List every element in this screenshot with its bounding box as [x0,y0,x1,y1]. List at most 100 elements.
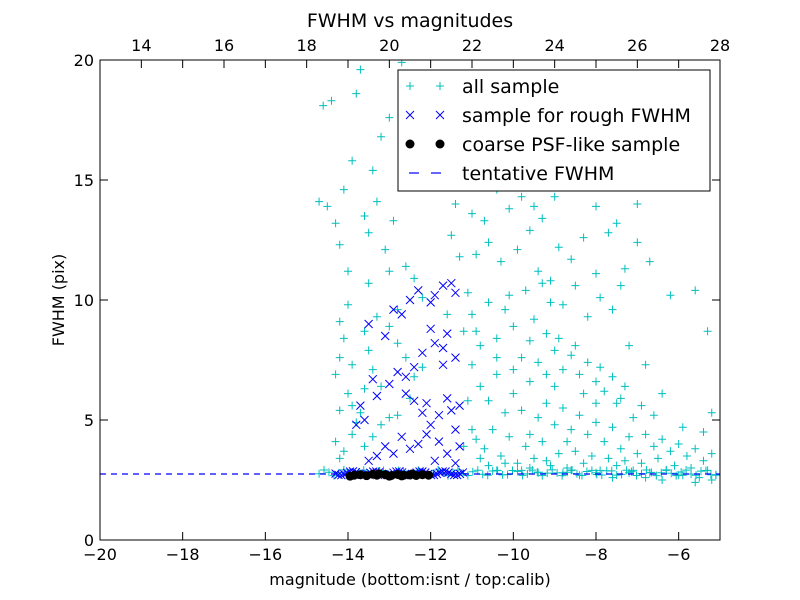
point-all-sample [513,467,522,476]
point-all-sample [505,204,514,213]
legend-box [397,69,711,192]
point-all-sample [463,288,472,297]
point-rough-sample [364,456,374,466]
point-psf-sample [384,471,394,481]
legend-label-rough-sample: sample for rough FWHM [462,105,691,127]
point-all-sample [554,243,563,252]
point-all-sample [468,360,476,369]
y-axis-left: 0 5 10 15 20 [74,51,720,550]
point-all-sample [691,478,700,487]
point-all-sample [534,358,543,367]
point-all-sample [641,360,650,369]
x-axis-bottom: −20 −18 −16 −14 −12 −10 −8 −6 [83,60,690,564]
point-all-sample [339,447,348,456]
point-rough-sample [452,470,462,480]
point-all-sample [468,209,476,218]
point-all-sample [509,365,518,374]
point-all-sample [476,454,485,463]
point-all-sample [616,394,625,403]
point-all-sample [377,420,386,429]
point-all-sample [344,389,352,398]
point-all-sample [658,389,667,398]
point-all-sample [389,216,398,225]
point-all-sample [711,470,720,479]
x-tick-label: −20 [83,545,117,564]
point-all-sample [691,444,700,453]
point-all-sample [666,447,675,456]
point-all-sample [600,437,609,446]
point-all-sample [335,406,344,415]
top-tick-label: 20 [379,36,399,55]
point-all-sample [604,228,613,237]
point-rough-sample [434,437,444,446]
point-rough-sample [455,401,464,410]
x-axis-top: 14 16 18 20 22 24 26 28 [131,36,730,68]
point-all-sample [649,442,658,451]
point-rough-sample [444,468,453,477]
point-all-sample [543,469,552,478]
point-all-sample [691,286,700,295]
point-all-sample [385,322,394,331]
point-all-sample [401,353,410,362]
point-all-sample [443,310,452,319]
point-rough-sample [426,298,436,307]
point-all-sample [538,437,547,446]
point-all-sample [678,423,687,432]
point-rough-sample [441,467,450,476]
point-all-sample [468,467,477,476]
point-all-sample [360,384,369,393]
point-all-sample [525,226,534,235]
point-all-sample [368,166,377,175]
point-all-sample [666,291,675,300]
point-all-sample [538,279,547,288]
point-rough-sample [430,456,440,466]
legend-label-psf-sample: coarse PSF-like sample [462,134,680,156]
point-all-sample [525,336,534,345]
point-all-sample [542,370,551,379]
point-rough-sample [409,396,419,406]
point-all-sample [393,411,402,420]
point-all-sample [530,315,538,324]
legend-marker-psf-sample [405,139,445,149]
point-all-sample [645,257,654,266]
point-rough-sample [426,324,436,334]
point-all-sample [563,468,572,477]
point-all-sample [542,329,551,338]
point-all-sample [372,312,381,321]
point-rough-sample [422,430,431,439]
point-all-sample [612,219,621,228]
point-psf-sample [345,471,355,481]
point-all-sample [625,341,634,350]
point-all-sample [612,399,621,408]
point-all-sample [699,428,708,436]
point-rough-sample [434,410,444,420]
point-all-sample [525,430,534,439]
point-all-sample [699,456,708,465]
point-all-sample [658,435,667,444]
point-all-sample [331,219,340,228]
point-rough-sample [389,305,398,314]
point-rough-sample [413,439,423,449]
point-psf-sample [397,471,407,481]
point-all-sample [553,468,562,477]
top-tick-label: 28 [710,36,730,55]
point-all-sample [652,471,661,480]
point-all-sample [538,471,547,480]
point-all-sample [587,466,596,475]
point-all-sample [381,245,390,254]
point-all-sample [587,452,596,460]
point-rough-sample [438,281,448,290]
point-all-sample [538,214,547,223]
point-all-sample [335,240,344,249]
point-all-sample [637,459,646,468]
point-all-sample [525,377,534,386]
point-all-sample [649,411,658,420]
point-rough-sample [401,389,411,398]
point-all-sample [493,466,502,475]
x-tick-label: −14 [331,545,365,564]
point-all-sample [324,468,333,477]
point-psf-sample [424,470,434,480]
point-all-sample [571,281,580,290]
point-all-sample [505,432,514,441]
point-all-sample [592,269,600,278]
